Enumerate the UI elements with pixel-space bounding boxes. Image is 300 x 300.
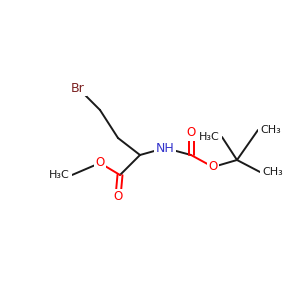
Text: O: O: [186, 127, 196, 140]
Text: O: O: [113, 190, 123, 203]
Text: O: O: [208, 160, 217, 173]
Text: CH₃: CH₃: [262, 167, 283, 177]
Text: NH: NH: [156, 142, 174, 154]
Text: H₃C: H₃C: [199, 132, 220, 142]
Text: Br: Br: [71, 82, 85, 94]
Text: O: O: [95, 157, 105, 169]
Text: H₃C: H₃C: [49, 170, 70, 180]
Text: CH₃: CH₃: [260, 125, 281, 135]
